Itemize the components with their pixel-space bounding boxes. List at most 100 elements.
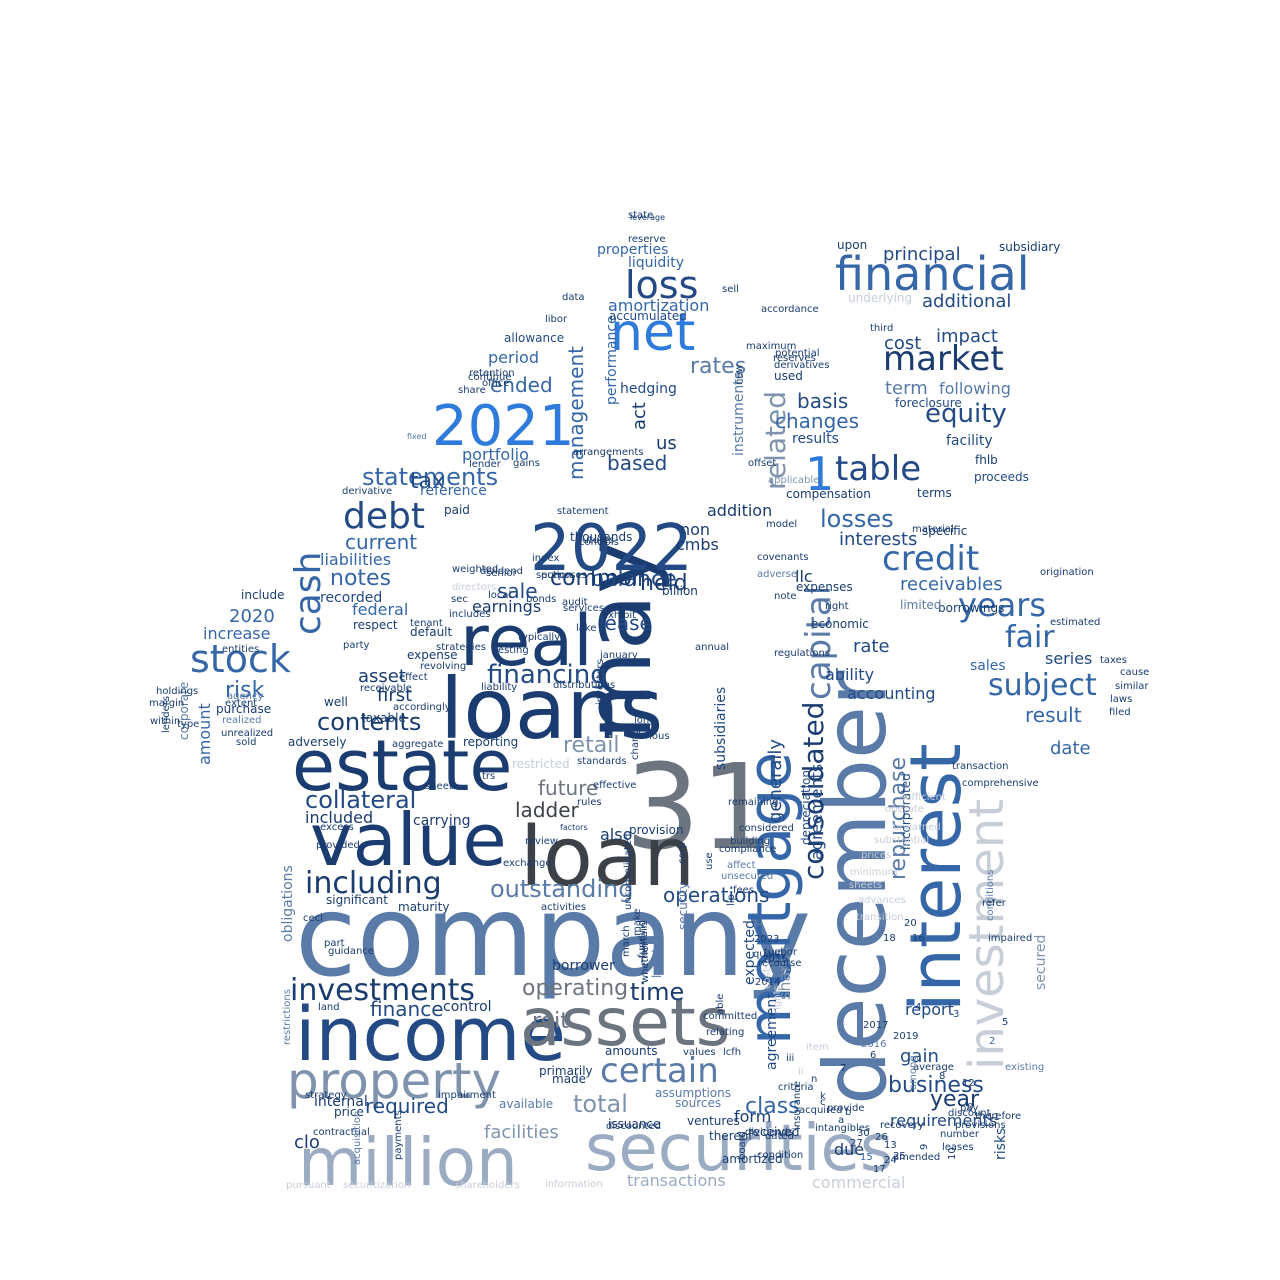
word-effective: effective bbox=[593, 780, 636, 791]
word-income: income bbox=[295, 992, 566, 1078]
word-terms: terms bbox=[917, 486, 952, 500]
word-rates: rates bbox=[690, 354, 746, 379]
word-effect: effect bbox=[399, 672, 428, 683]
word-million: million bbox=[298, 1124, 518, 1201]
word-obligations: obligations bbox=[280, 865, 296, 942]
word-sec: sec bbox=[451, 594, 468, 605]
word-strategy: strategy bbox=[305, 1090, 347, 1101]
word-recourse: recourse bbox=[758, 958, 801, 969]
word-local: local bbox=[488, 590, 511, 601]
word-risks: risks bbox=[993, 1128, 1009, 1160]
word-acquisition: acquisition bbox=[352, 1111, 363, 1165]
word-laws: laws bbox=[1110, 694, 1132, 705]
word-held: held bbox=[640, 571, 688, 596]
word-liabilities: liabilities bbox=[320, 550, 391, 569]
word-investors: investors bbox=[595, 659, 606, 705]
word-losses: losses bbox=[820, 505, 894, 533]
word-facility: facility bbox=[946, 433, 993, 449]
word-state: state bbox=[628, 210, 653, 221]
word-right: right bbox=[825, 601, 849, 612]
word-18: 18 bbox=[883, 933, 896, 944]
word-3: 3 bbox=[953, 1009, 959, 1020]
word-investments: investments bbox=[290, 973, 475, 1008]
word-addition: addition bbox=[707, 501, 772, 520]
word-2: 2 bbox=[989, 1036, 995, 1047]
word-model: model bbox=[766, 519, 797, 530]
word-liquidity: liquidity bbox=[628, 255, 684, 271]
word-n: n bbox=[811, 1074, 817, 1085]
word-assets: assets bbox=[520, 984, 730, 1061]
word-date: date bbox=[1050, 738, 1091, 759]
word-stock: stock bbox=[190, 637, 291, 681]
word-net: net bbox=[610, 303, 695, 363]
word-year: year bbox=[930, 1087, 980, 1112]
word-series: series bbox=[1045, 649, 1092, 668]
word-impairment: impairment bbox=[438, 1090, 496, 1101]
word-federal: federal bbox=[352, 600, 408, 619]
word-purposes: purposes bbox=[541, 570, 587, 581]
word-ladder: ladder bbox=[515, 798, 580, 822]
word-various: various bbox=[633, 731, 670, 742]
word-payments: payments bbox=[393, 1110, 404, 1160]
word-expense: expense bbox=[407, 648, 458, 662]
word-shareholders: shareholders bbox=[455, 1180, 520, 1191]
word-operating: operating bbox=[522, 976, 628, 1001]
word-llp: llp bbox=[726, 894, 737, 906]
word-leverage: leverage bbox=[630, 213, 665, 222]
word-agreements: agreements bbox=[807, 764, 826, 860]
word-whether: whether bbox=[640, 941, 651, 983]
word-building: building bbox=[730, 836, 770, 847]
word-a: a bbox=[838, 1115, 844, 1126]
word-agreement: agreement bbox=[764, 993, 780, 1070]
word-amortization: amortization bbox=[608, 296, 709, 315]
word-provided: provided bbox=[316, 840, 360, 851]
word-costs: costs bbox=[762, 963, 773, 989]
word-common: common bbox=[550, 566, 646, 591]
word-ii: ii bbox=[798, 1067, 804, 1078]
word-recovery: recovery bbox=[880, 1120, 924, 1131]
word-equity: equity bbox=[925, 399, 1007, 429]
word-result: result bbox=[1025, 703, 1082, 727]
word-therefore: therefore bbox=[975, 1111, 1021, 1122]
word-futures: futures bbox=[579, 535, 614, 546]
word-arrangements: arrangements bbox=[573, 447, 644, 458]
word-maturity: maturity bbox=[398, 900, 449, 914]
word-board: board bbox=[737, 1131, 748, 1160]
word-first: first bbox=[377, 685, 412, 706]
word-assumptions: assumptions bbox=[655, 1086, 731, 1100]
word-estate: estate bbox=[292, 725, 512, 807]
word-type: type bbox=[177, 719, 199, 730]
word-security: security bbox=[676, 882, 690, 930]
word-section: section bbox=[536, 570, 572, 581]
word-used: used bbox=[774, 369, 803, 383]
word-unsecured: unsecured bbox=[721, 871, 773, 882]
word-rights: rights bbox=[772, 985, 783, 1014]
word-outstanding: outstanding bbox=[490, 875, 633, 903]
word-total: total bbox=[573, 1090, 628, 1118]
word-sell: sell bbox=[722, 284, 739, 295]
word-leases: leases bbox=[942, 1142, 974, 1153]
word-2021: 2021 bbox=[432, 394, 575, 459]
word-sheet: sheet bbox=[425, 781, 453, 792]
word-1: 1 bbox=[805, 447, 834, 501]
word-ability: ability bbox=[825, 665, 874, 684]
word-qualify: qualify bbox=[753, 949, 787, 960]
word-pay: pay bbox=[960, 1103, 978, 1114]
word-llc: llc bbox=[795, 567, 813, 586]
word-note: note bbox=[774, 591, 797, 602]
word-compensation: compensation bbox=[786, 487, 871, 501]
word-property: property bbox=[287, 1052, 501, 1110]
word-borrower: borrower bbox=[552, 958, 615, 974]
word-results: results bbox=[792, 431, 839, 447]
word-sale: sale bbox=[497, 579, 538, 603]
word-affect: affect bbox=[727, 860, 756, 871]
word-weighted: weighted bbox=[452, 564, 498, 575]
word-discount: discount bbox=[948, 1108, 991, 1119]
word-lender: lender bbox=[469, 459, 502, 470]
word-30: 30 bbox=[857, 1128, 870, 1139]
word-sheets: sheets bbox=[849, 880, 882, 891]
word-margin: margin bbox=[149, 698, 184, 709]
word-4: 4 bbox=[915, 1002, 921, 1013]
word-cecl: cecl bbox=[303, 913, 323, 924]
word-cash: cash bbox=[288, 552, 329, 635]
